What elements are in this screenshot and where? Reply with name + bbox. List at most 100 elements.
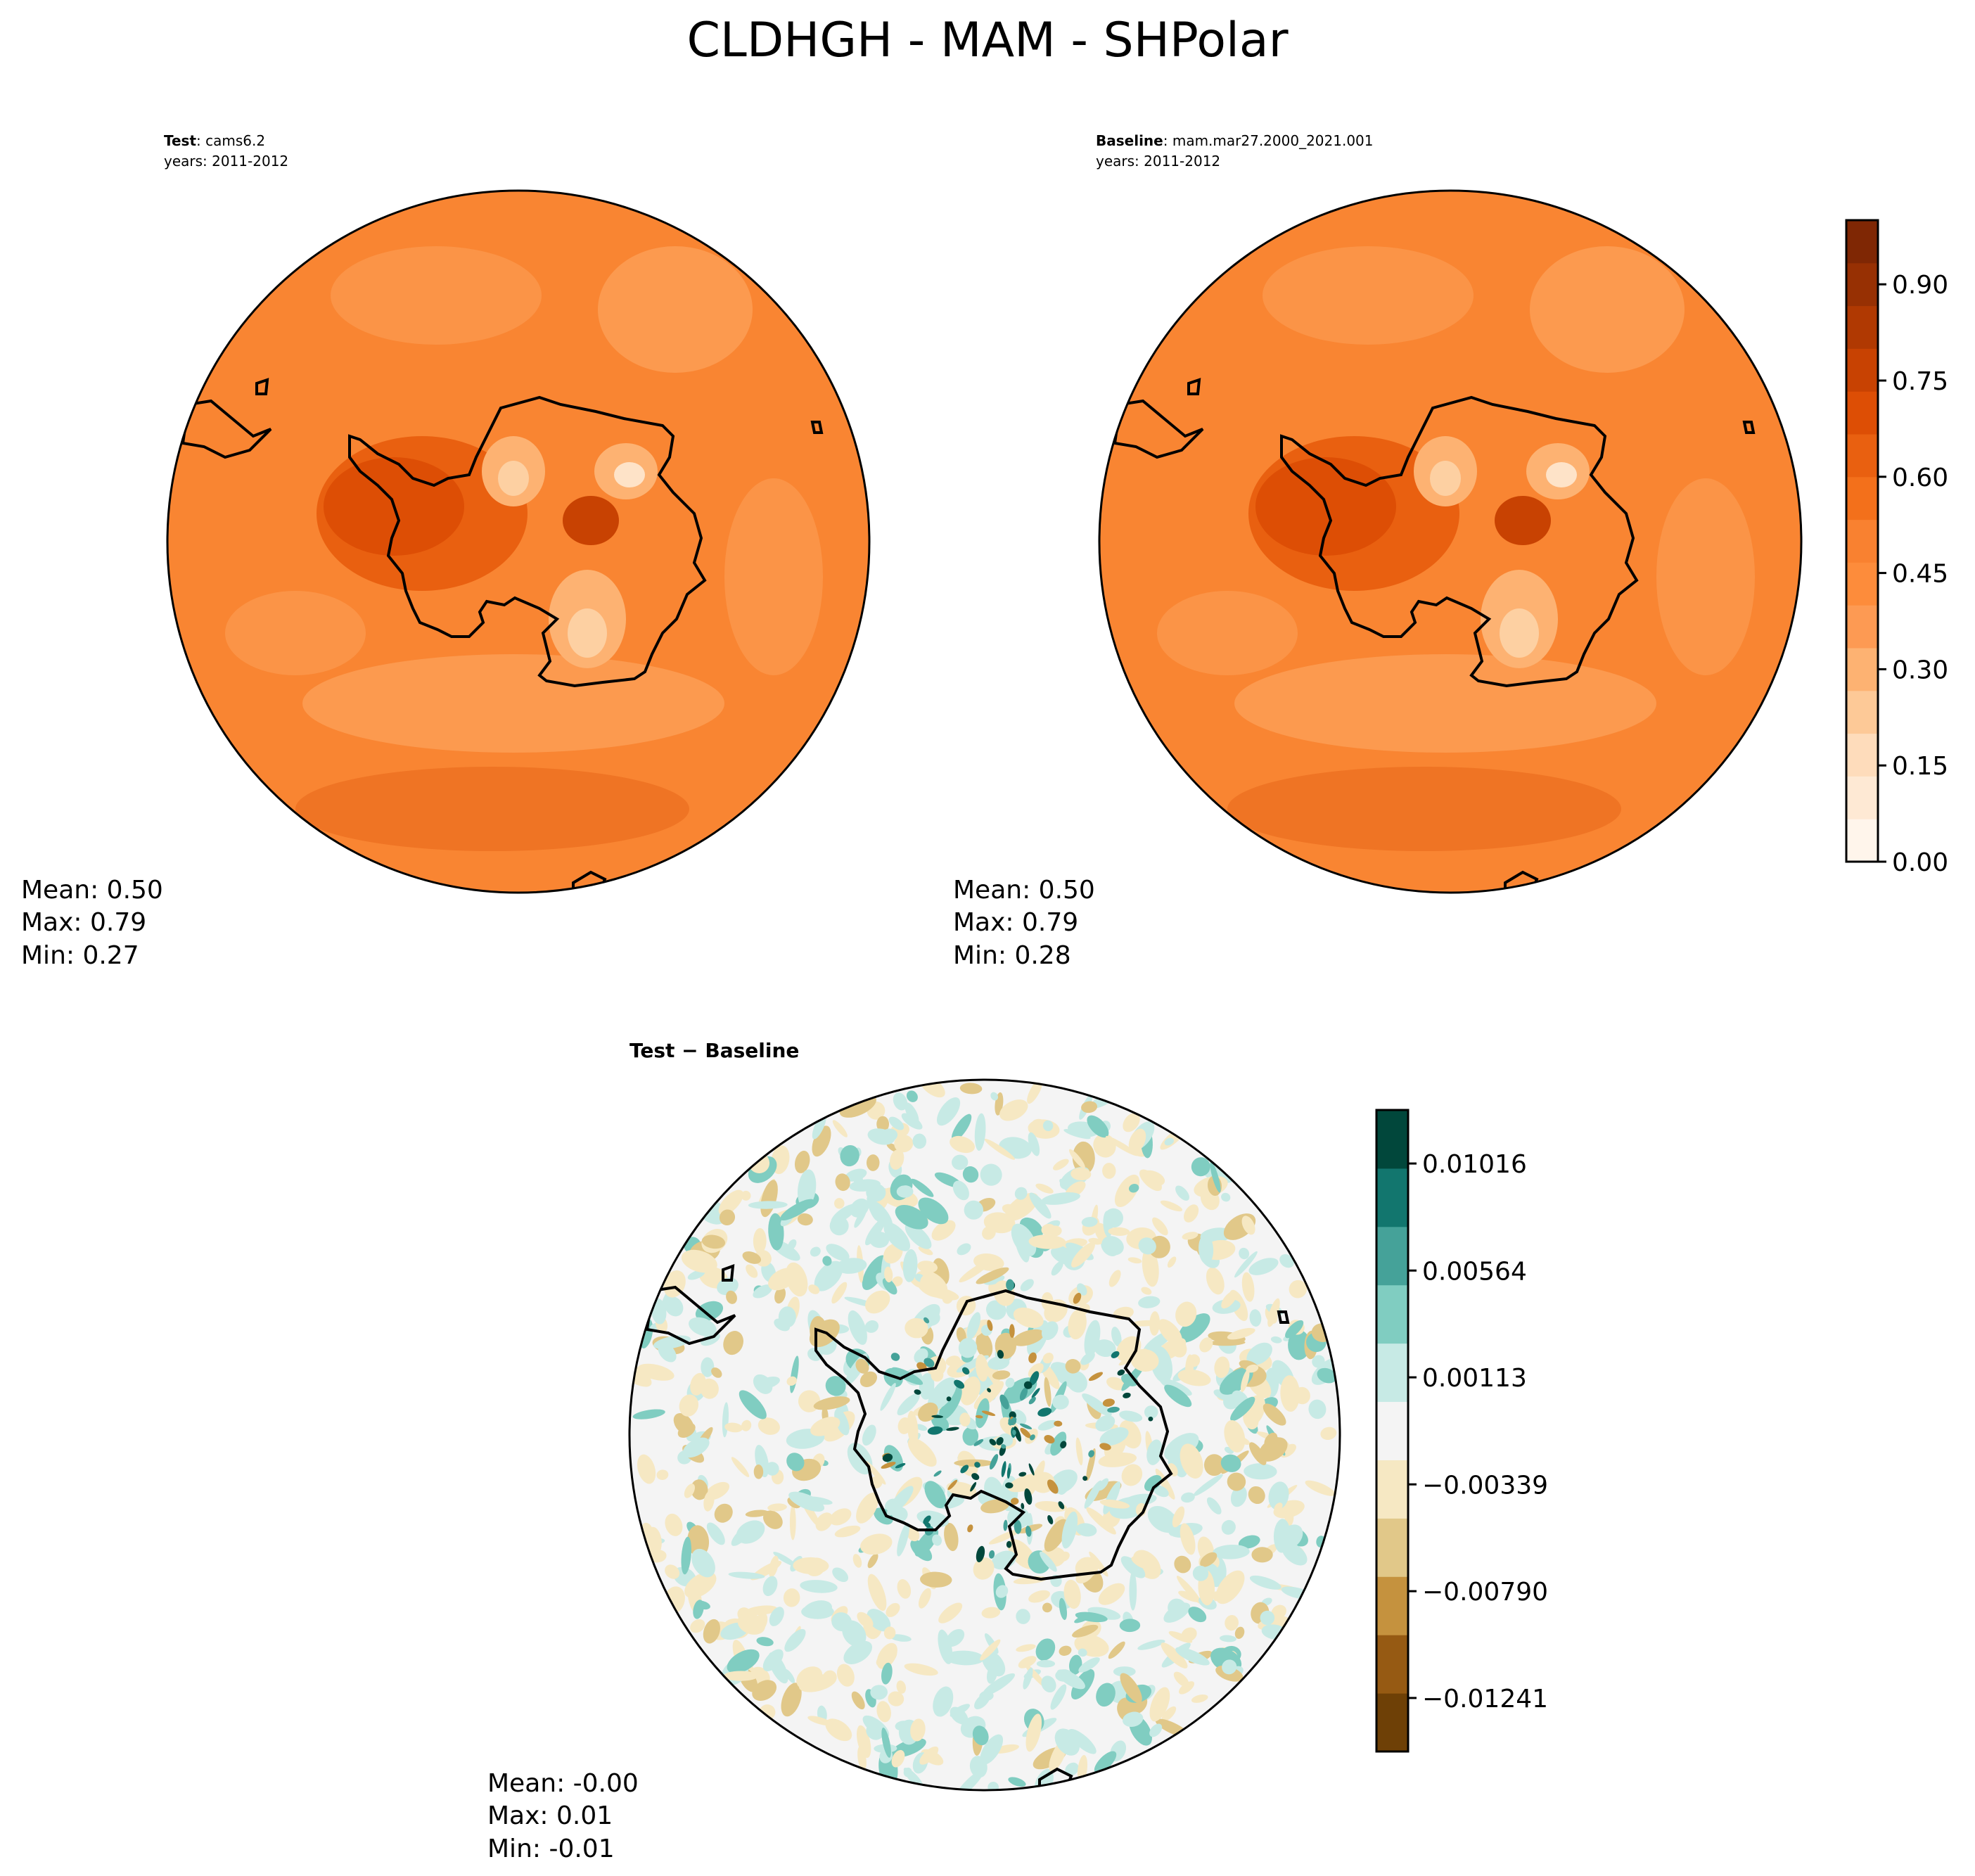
diff-field-cell — [763, 1510, 783, 1529]
diff-field-cell — [1182, 1232, 1199, 1240]
test-map-boundary — [166, 189, 871, 894]
diff-field-cell — [1041, 1676, 1056, 1693]
diff-field-cell-strong — [923, 1515, 931, 1524]
diff-field-cell — [829, 1508, 852, 1526]
test-stat-max: Max: 0.79 — [21, 908, 146, 937]
diff-field-cell — [1152, 1485, 1169, 1498]
diff-field-cell — [1138, 1296, 1161, 1308]
diff-field-cell — [689, 1317, 717, 1336]
diff-field-cell — [781, 1683, 802, 1717]
diff-field-cell — [1041, 1192, 1080, 1205]
diff-field-cell — [786, 1376, 797, 1386]
diff-field-cell — [931, 1368, 944, 1382]
diff-field-cell — [1239, 1247, 1250, 1260]
diff-field-cell — [1127, 1257, 1142, 1264]
diff-field-cell — [891, 1749, 905, 1768]
diff-field-cell — [1224, 1419, 1246, 1453]
cbar-shared-band-8 — [1846, 476, 1878, 521]
diff-field-cell — [1042, 1120, 1054, 1132]
diff-field-cell — [1215, 1570, 1245, 1604]
diff-field-cell — [1206, 1497, 1222, 1514]
diff-field-cell-strong — [1001, 1461, 1006, 1477]
diff-field-cell — [980, 1639, 1001, 1661]
diff-field-cell — [952, 1154, 969, 1170]
diff-field-cell — [1086, 1448, 1096, 1481]
diff-field-cell — [748, 1201, 788, 1209]
diff-field-cell-strong — [1058, 1501, 1065, 1510]
diff-field-cell — [695, 1301, 724, 1322]
cbar-shared-band-1 — [1846, 776, 1878, 819]
diff-field-cell — [1082, 1393, 1112, 1417]
diff-field-cell — [1175, 1185, 1189, 1201]
diff-field-cell — [905, 1317, 928, 1339]
panel-diff-label: Test − Baseline — [629, 1039, 799, 1062]
diff-field-cell — [852, 1554, 862, 1568]
diff-field-cell — [1131, 1320, 1159, 1327]
cbar-shared-tick-label-6: 0.90 — [1892, 271, 1948, 300]
diff-field-cell — [1248, 1486, 1265, 1505]
diff-field-cell-strong — [1021, 1502, 1025, 1510]
diff-field-cell — [1200, 1552, 1217, 1567]
cbar-shared-band-7 — [1846, 519, 1878, 563]
diff-field-cell — [803, 1600, 832, 1619]
diff-field-cell — [836, 1664, 855, 1687]
diff-field-cell-strong — [1012, 1429, 1016, 1436]
diff-field-cell — [919, 1373, 935, 1400]
cbar-diff-tick-label-4: 0.00564 — [1422, 1257, 1527, 1286]
diff-field-cell — [1070, 1242, 1095, 1268]
diff-field-cell — [1059, 1645, 1072, 1656]
diff-field-cell — [933, 1686, 954, 1717]
diff-field-cell-strong — [1009, 1417, 1016, 1426]
diff-field-cell — [836, 1258, 867, 1274]
diff-field-cell — [1013, 1307, 1044, 1328]
diff-field-cell — [1260, 1610, 1275, 1626]
diff-field-cell — [1138, 1237, 1156, 1255]
diff-field-cell — [706, 1522, 725, 1545]
cbar-diff-band-6 — [1376, 1343, 1408, 1403]
diff-field-cell — [758, 1377, 780, 1389]
cbar-diff-band-0 — [1376, 1693, 1408, 1752]
diff-field-cell — [1102, 1163, 1116, 1179]
diff-field-cell — [888, 1691, 905, 1706]
cbar-diff-band-5 — [1376, 1401, 1408, 1460]
test-stat-mean: Mean: 0.50 — [21, 876, 163, 905]
diff-field-cell — [928, 1377, 957, 1411]
diff-field-cell — [1169, 1337, 1187, 1358]
diff-field-cell — [1221, 1519, 1236, 1535]
diff-field-cell — [753, 1227, 767, 1254]
diff-field-cell — [944, 1522, 959, 1552]
diff-field-cell — [1199, 1234, 1214, 1265]
diff-field-cell — [1061, 1511, 1078, 1549]
cbar-shared-tick-label-5: 0.75 — [1892, 367, 1948, 396]
cbar-shared-band-4 — [1846, 648, 1878, 691]
diff-field-cell — [1052, 1394, 1069, 1410]
diff-field-cell-strong — [1020, 1427, 1031, 1438]
diff-field-cell — [1273, 1519, 1291, 1553]
diff-field-cell — [1289, 1280, 1308, 1298]
panel-test: Test: cams6.2 years: 2011-2012 — [21, 132, 871, 970]
panel-test-years: years: 2011-2012 — [164, 153, 288, 170]
diff-field-cell — [1042, 1602, 1052, 1613]
diff-field-cell — [665, 1564, 680, 1579]
diff-field-cell — [797, 1213, 813, 1226]
diff-field-cell — [1219, 1635, 1236, 1642]
diff-field-cell-strong — [916, 1362, 927, 1371]
diff-field-cell-strong — [1014, 1426, 1021, 1442]
diff-field-cell — [1098, 1452, 1137, 1467]
diff-field-cell — [867, 1553, 878, 1569]
diff-field-cell — [719, 1209, 736, 1226]
diff-field-cell — [1086, 1507, 1116, 1535]
panel-test-case: : cams6.2 — [196, 132, 265, 149]
diff-field-cell — [951, 1114, 972, 1142]
diff-field-cell — [894, 1135, 914, 1153]
diff-field-cell-strong — [1088, 1450, 1095, 1457]
diff-field-cell — [711, 1367, 722, 1378]
diff-field-cell — [1081, 1217, 1098, 1227]
diff-field-cell — [1075, 1612, 1108, 1623]
diff-field-cell — [1131, 1556, 1151, 1569]
cbar-shared-tick-label-2: 0.30 — [1892, 656, 1948, 684]
diff-field-cell — [1020, 1279, 1034, 1291]
diff-field-cell-strong — [999, 1394, 1009, 1410]
diff-field-cell — [896, 1680, 907, 1694]
diff-field-cell — [999, 1099, 1028, 1121]
